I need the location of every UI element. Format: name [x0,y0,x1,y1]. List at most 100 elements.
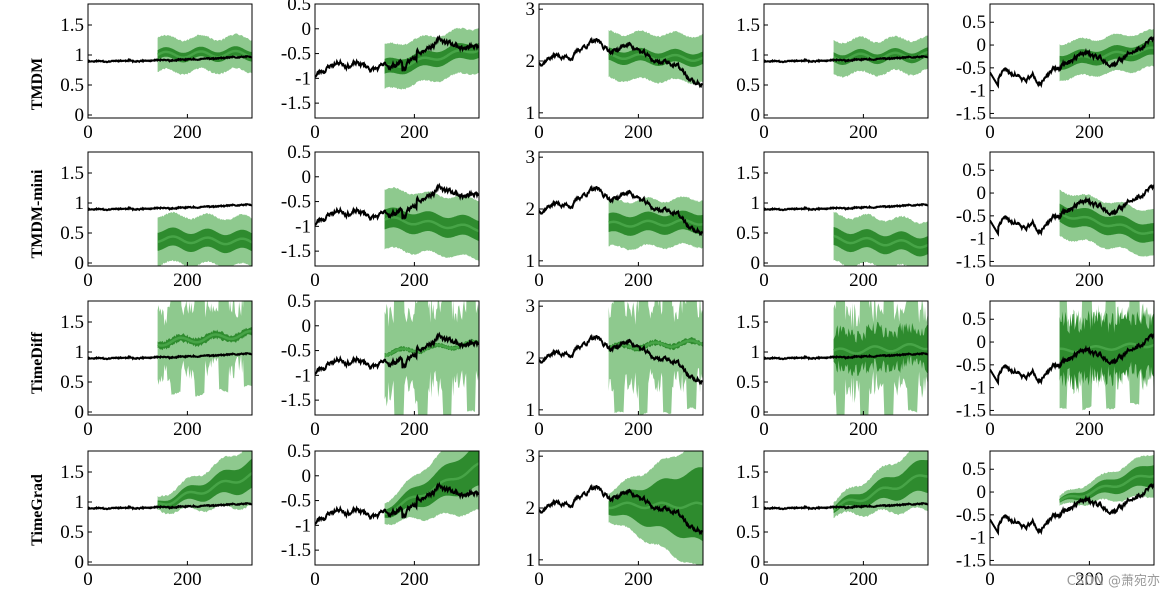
y-tick-label: 0 [75,402,85,423]
axes-box [989,3,1155,119]
panel-timediff-4: 0 0.5 1 1.5 0 200 [736,300,929,440]
panel-timediff-5: -1.5-1-0.500.50 200 [956,300,1155,440]
y-tick-label: -0.5 [956,505,986,526]
y-tick-label: -1.5 [281,241,311,262]
truth-line [315,331,479,375]
band-50 [384,207,479,241]
y-tick-label: -0.5 [956,355,986,376]
y-tick-label: -1.5 [281,540,311,561]
panel-tmdm-mini-5: -1.5-1-0.500.50 200 [956,151,1155,291]
band-90 [384,301,479,415]
x-tick-label: 0 [310,419,320,440]
panel-timegrad-1: 0 0.5 1 1.5 0 200 [60,450,253,590]
x-tick-label: 0 [534,569,544,590]
x-tick-label: 0 [985,122,995,143]
y-tick-label: -1 [970,378,986,399]
y-tick-label: 1 [751,492,761,513]
y-tick-label: 2 [526,498,536,519]
panel-tmdm-5: -1.5-1-0.500.50 200 [956,3,1155,143]
x-tick-label: 200 [849,419,878,440]
x-tick-label: 0 [534,419,544,440]
y-tick-label: 2 [526,348,536,369]
truth-line [764,351,928,361]
y-tick-label: -1.5 [956,103,986,124]
truth-line [88,501,252,511]
y-tick-label: 0.5 [962,459,986,480]
axes-box [87,450,253,566]
y-tick-label: 1.5 [736,15,760,36]
y-tick-label: -1 [295,515,311,536]
truth-line [990,35,1154,89]
median-line [384,462,479,515]
y-tick-label: 0 [977,35,987,56]
x-tick-label: 0 [310,569,320,590]
axes-box [87,151,253,267]
panel-tmdm-mini-4: 0 0.5 1 1.5 0 200 [736,151,929,291]
band-50 [833,47,928,65]
truth-line [88,54,252,64]
median-line [157,49,252,59]
x-tick-label: 0 [759,122,769,143]
axes-box [989,450,1155,566]
band-50 [608,47,703,67]
axes-box [989,300,1155,416]
y-tick-label: -1.5 [956,251,986,272]
x-tick-label: 200 [400,122,429,143]
y-tick-label: 0.5 [736,223,760,244]
y-tick-label: 1.5 [60,15,84,36]
x-tick-label: 200 [624,569,653,590]
truth-line [315,481,479,525]
axes-box [763,300,929,416]
median-line [832,474,928,512]
x-tick-label: 0 [310,122,320,143]
axes-box [763,3,929,119]
x-tick-label: 0 [534,122,544,143]
x-tick-label: 200 [400,270,429,291]
y-tick-label: 1.5 [60,462,84,483]
panel-tmdm-2: -1.5 -1 -0.5 0 0.5 0 200 [281,0,480,143]
y-tick-label: -1.5 [956,550,986,571]
axes-box [314,450,480,566]
x-tick-label: 200 [1075,122,1104,143]
panel-tmdm-mini-1: 0 0.5 1 1.5 0 200 [60,151,253,291]
x-tick-label: 200 [624,270,653,291]
median-line [157,235,252,246]
y-tick-label: 0.5 [60,522,84,543]
y-tick-label: 1 [526,550,536,571]
axes-box [314,300,480,416]
truth-line [764,501,928,511]
x-tick-label: 200 [849,122,878,143]
x-tick-label: 200 [173,122,202,143]
y-tick-label: 0.5 [287,441,311,462]
panel-tmdm-mini-2: -1.5 -1 -0.5 0 0.5 0 200 [281,142,480,291]
y-tick-label: -1.5 [281,390,311,411]
axes-box [763,450,929,566]
y-tick-label: 0.5 [287,142,311,163]
truth-line [88,351,252,361]
watermark: CSDN @萧宛亦 [1067,573,1160,589]
y-tick-label: 0.5 [736,522,760,543]
y-tick-label: -1.5 [956,400,986,421]
y-tick-label: 1 [75,45,85,66]
band-50 [1059,465,1154,503]
y-tick-label: 0 [751,402,761,423]
axes-box [87,3,253,119]
x-tick-label: 0 [985,270,995,291]
y-tick-label: 1.5 [60,163,84,184]
row-label-timegrad: TimeGrad [29,474,46,546]
x-tick-label: 200 [849,270,878,291]
x-tick-label: 0 [534,270,544,291]
y-tick-label: -1 [970,229,986,250]
y-tick-label: -1.5 [281,93,311,114]
y-tick-label: 0.5 [287,291,311,312]
y-tick-label: 0 [302,316,312,337]
x-tick-label: 200 [173,419,202,440]
x-tick-label: 200 [849,569,878,590]
x-tick-label: 0 [759,270,769,291]
band-50 [157,227,252,254]
y-tick-label: -1 [295,68,311,89]
x-tick-label: 0 [83,270,93,291]
truth-line [539,483,703,536]
